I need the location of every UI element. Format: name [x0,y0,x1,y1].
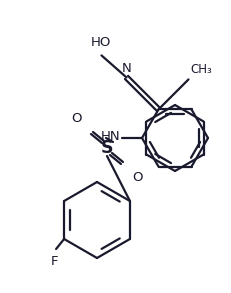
Text: HN: HN [100,130,120,144]
Text: N: N [122,62,131,75]
Text: S: S [101,139,113,157]
Text: HO: HO [90,36,111,50]
Text: O: O [132,171,143,184]
Text: F: F [50,255,58,268]
Text: CH₃: CH₃ [191,63,212,76]
Text: O: O [72,112,82,125]
